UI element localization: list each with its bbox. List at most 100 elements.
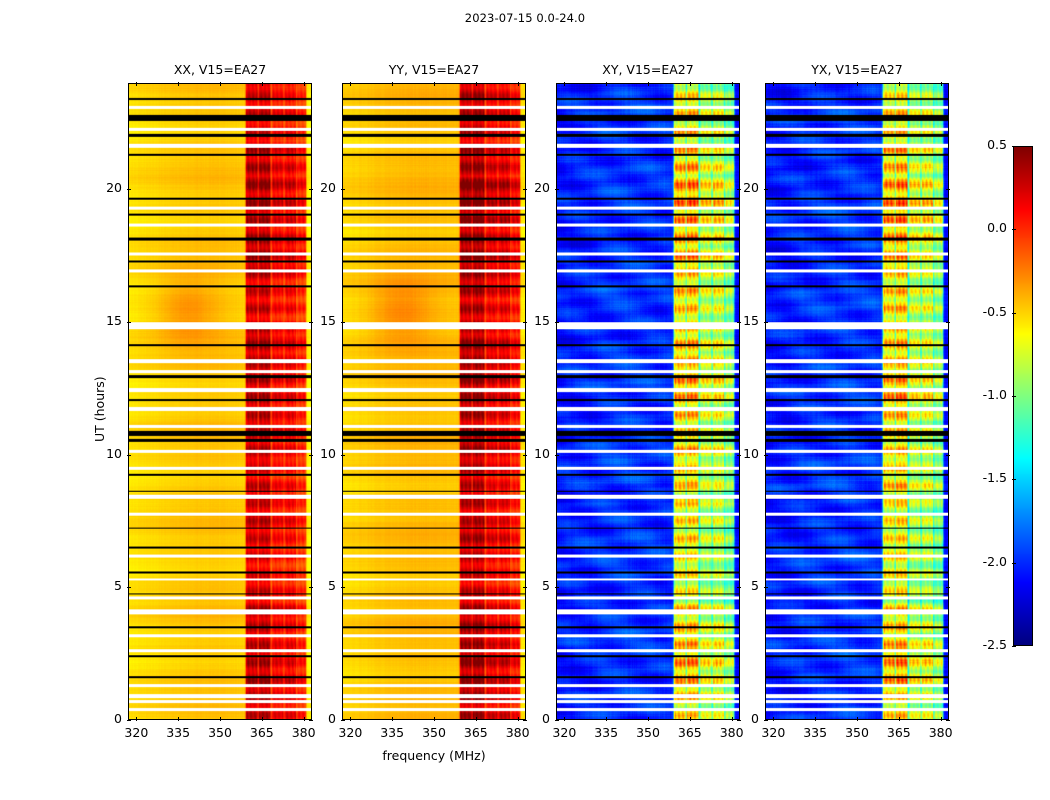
- x-tick-label-350: 350: [422, 725, 446, 740]
- y-tick-5: [341, 587, 345, 589]
- y-tick-label-10: 10: [320, 445, 336, 461]
- colorbar-tick-1: [1012, 229, 1016, 231]
- x-tick-350: [857, 82, 858, 86]
- x-tick-380: [517, 717, 519, 721]
- spectrogram-image-xx: [129, 84, 311, 719]
- x-tick-320: [564, 82, 566, 86]
- y-tick-15: [946, 321, 950, 323]
- y-tick-label-10: 10: [106, 445, 122, 461]
- y-tick-20: [737, 189, 741, 191]
- plot-area-yy: [342, 83, 526, 720]
- x-tick-320: [350, 82, 352, 86]
- colorbar-tick-label-6: -2.5: [982, 637, 1007, 652]
- colorbar-tick-3: [1012, 396, 1016, 397]
- x-tick-350: [857, 717, 858, 721]
- y-axis-label: UT (hours): [92, 375, 107, 442]
- y-tick-0: [309, 720, 313, 721]
- y-tick-5: [523, 587, 527, 589]
- y-tick-0: [737, 720, 741, 721]
- x-tick-365: [689, 82, 691, 86]
- x-tick-365: [898, 717, 900, 721]
- spectrogram-panel-xx: XX, V15=EA27 320 335 350 365 380 0 5 10 15 20: [106, 62, 315, 740]
- figure-suptitle: 2023-07-15 0.0-24.0: [464, 11, 586, 25]
- x-tick-350: [220, 82, 221, 86]
- colorbar-tick-label-5: -2.0: [982, 553, 1007, 569]
- y-tick-20: [309, 189, 313, 191]
- y-tick-label-0: 0: [751, 711, 759, 726]
- plot-area-xx: [128, 83, 312, 720]
- x-tick-label-365: 365: [249, 725, 274, 740]
- y-tick-15: [341, 321, 345, 323]
- colorbar: 0.5 0.0 -0.5 -1.0 -1.5 -2.0 -2.5: [983, 137, 1033, 652]
- panel-title-xx: XX, V15=EA27: [173, 62, 267, 77]
- y-tick-label-10: 10: [534, 445, 550, 461]
- y-tick-label-15: 15: [320, 312, 336, 328]
- y-tick-label-0: 0: [114, 711, 122, 726]
- spectrogram-image-xy: [557, 84, 739, 719]
- y-tick-20: [341, 189, 345, 191]
- y-tick-label-5: 5: [328, 578, 336, 594]
- panel-title-yx: YX, V15=EA27: [811, 62, 903, 77]
- y-tick-5: [309, 587, 313, 589]
- colorbar-tick-5: [1012, 562, 1016, 564]
- spectrogram-image-yy: [343, 84, 525, 719]
- x-tick-335: [606, 717, 608, 721]
- y-tick-0: [764, 720, 768, 721]
- x-tick-label-320: 320: [552, 725, 577, 740]
- spectrogram-image-yx: [766, 84, 948, 719]
- x-tick-335: [178, 82, 180, 86]
- x-axis-label: frequency (MHz): [382, 748, 486, 763]
- x-tick-380: [940, 82, 942, 86]
- colorbar-tick-label-4: -1.5: [982, 470, 1007, 486]
- x-tick-335: [392, 717, 394, 721]
- colorbar-tick-label-0: 0.5: [987, 137, 1007, 152]
- x-tick-label-335: 335: [380, 725, 405, 740]
- x-tick-label-320: 320: [124, 725, 149, 740]
- x-tick-320: [136, 82, 138, 86]
- x-tick-380: [731, 82, 733, 86]
- y-tick-15: [555, 321, 559, 323]
- y-tick-15: [309, 321, 313, 323]
- y-tick-label-20: 20: [106, 180, 122, 196]
- y-tick-label-10: 10: [743, 445, 759, 461]
- x-tick-320: [773, 717, 775, 721]
- y-tick-20: [555, 189, 559, 191]
- colorbar-tick-label-3: -1.0: [982, 387, 1007, 402]
- x-tick-label-365: 365: [677, 725, 702, 740]
- y-tick-label-5: 5: [751, 578, 759, 594]
- colorbar-tick-label-2: -0.5: [982, 303, 1007, 319]
- x-tick-380: [731, 717, 733, 721]
- x-tick-350: [434, 717, 435, 721]
- y-tick-20: [764, 189, 768, 191]
- x-tick-320: [136, 717, 138, 721]
- x-tick-365: [898, 82, 900, 86]
- colorbar-box: [1013, 146, 1033, 646]
- y-tick-0: [341, 720, 345, 721]
- x-tick-320: [773, 82, 775, 86]
- y-tick-0: [523, 720, 527, 721]
- colorbar-tick-0: [1012, 146, 1016, 147]
- x-tick-label-320: 320: [761, 725, 786, 740]
- spectrogram-panel-yx: YX, V15=EA27 320 335 350 365 380 0 5 10 15 20: [743, 62, 952, 740]
- x-tick-335: [392, 82, 394, 86]
- x-tick-335: [815, 82, 817, 86]
- y-tick-10: [309, 454, 313, 456]
- x-tick-335: [606, 82, 608, 86]
- y-tick-10: [737, 454, 741, 456]
- y-tick-15: [764, 321, 768, 323]
- x-tick-label-335: 335: [803, 725, 828, 740]
- y-tick-20: [523, 189, 527, 191]
- x-tick-380: [940, 717, 942, 721]
- x-tick-label-380: 380: [291, 725, 316, 740]
- x-tick-label-380: 380: [928, 725, 953, 740]
- y-tick-5: [737, 587, 741, 589]
- y-tick-15: [523, 321, 527, 323]
- y-tick-label-20: 20: [320, 180, 336, 196]
- y-tick-10: [127, 454, 131, 456]
- x-tick-label-365: 365: [463, 725, 488, 740]
- y-tick-15: [127, 321, 131, 323]
- panel-title-yy: YY, V15=EA27: [388, 62, 480, 77]
- y-tick-label-15: 15: [534, 312, 550, 328]
- x-tick-335: [178, 717, 180, 721]
- y-tick-20: [946, 189, 950, 191]
